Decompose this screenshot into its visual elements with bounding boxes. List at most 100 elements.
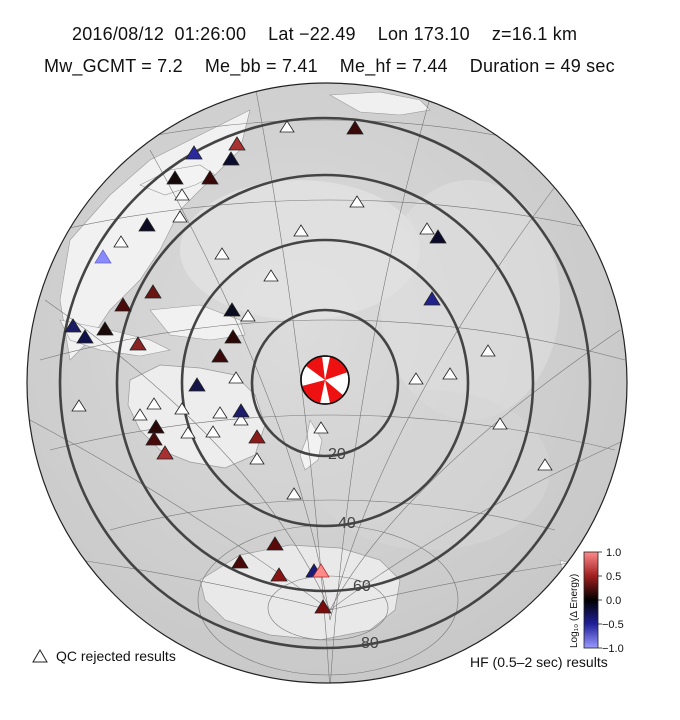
- qc-legend-label: QC rejected results: [56, 648, 176, 664]
- station-triangle: [233, 413, 249, 426]
- parallel-line: [129, 119, 521, 141]
- distance-ring-40: [180, 238, 470, 528]
- triangle-icon: [32, 649, 48, 663]
- me-hf: Me_hf = 7.44: [339, 56, 448, 76]
- meridian-line: [329, 97, 431, 683]
- station-triangle: [180, 426, 196, 439]
- station-triangle: [279, 120, 295, 133]
- station-triangle: [156, 445, 174, 460]
- station-triangle: [138, 217, 156, 232]
- station-triangle: [314, 599, 332, 614]
- event-lon: Lon 173.10: [377, 24, 470, 44]
- north-america-landmass: [328, 91, 431, 116]
- parallel-line: [49, 414, 616, 451]
- colorbar-tick: −1.0: [602, 643, 624, 655]
- station-triangle: [263, 269, 279, 282]
- duration: Duration = 49 sec: [469, 56, 615, 76]
- station-triangle: [231, 554, 249, 569]
- station-triangle: [71, 399, 87, 412]
- station-triangle: [172, 210, 188, 223]
- colorbar-title: Log₁₀ (Δ Energy): [569, 574, 580, 648]
- terrain-patch: [180, 180, 420, 320]
- terrain-patch: [380, 180, 560, 420]
- colorbar-tick: 0.0: [606, 595, 621, 607]
- event-lat: Lat −22.49: [268, 24, 356, 44]
- colorbar-tick: 0.5: [606, 571, 621, 583]
- station-triangle: [147, 419, 165, 434]
- event-datetime: 2016/08/12 01:26:00: [72, 24, 247, 44]
- globe-outline: [26, 82, 628, 684]
- station-triangle: [442, 367, 458, 380]
- station-triangle: [423, 291, 441, 306]
- station-triangle: [222, 151, 240, 166]
- australia-landmass: [127, 364, 266, 469]
- distance-rings: [58, 116, 592, 650]
- station-triangle: [240, 309, 256, 322]
- station-triangle: [64, 318, 82, 333]
- hf-band-note: HF (0.5–2 sec) results: [470, 654, 608, 670]
- station-triangle: [205, 425, 221, 438]
- ring-labels: 20 40 60 80: [328, 446, 379, 652]
- beachball-icon: [300, 355, 350, 405]
- station-triangle: [429, 229, 447, 244]
- meridian-line: [329, 179, 561, 621]
- station-triangle: [228, 371, 244, 384]
- station-triangle: [214, 247, 230, 260]
- meridian-line: [44, 299, 331, 611]
- station-triangle: [266, 536, 284, 551]
- meridian-line: [329, 559, 591, 611]
- station-triangle: [224, 329, 242, 344]
- station-triangle: [146, 397, 162, 410]
- new-guinea-landmass: [149, 304, 246, 341]
- station-triangle: [312, 563, 330, 578]
- colorbar-gradient: [583, 551, 599, 649]
- station-triangle: [228, 136, 246, 151]
- event-header: 2016/08/12 01:26:00 Lat −22.49 Lon 173.10 z…: [0, 0, 680, 90]
- antarctica-landmass: [199, 544, 401, 641]
- station-triangle: [114, 297, 132, 312]
- event-magnitude-line: Mw_GCMT = 7.2 Me_bb = 7.41 Me_hf = 7.44 Dur…: [44, 56, 615, 77]
- colorbar-tick: 1.0: [606, 547, 621, 559]
- station-triangle: [492, 417, 508, 430]
- station-triangle: [349, 195, 365, 208]
- parallel-line: [59, 199, 601, 231]
- station-triangle: [286, 487, 302, 500]
- ring-label-60: 60: [353, 578, 371, 595]
- station-triangle: [249, 452, 265, 465]
- colorbar-tick: −0.5: [602, 619, 624, 631]
- station-triangle: [144, 284, 162, 299]
- event-depth: z=16.1 km: [491, 24, 578, 44]
- station-triangle: [185, 145, 203, 160]
- station-triangle: [270, 567, 288, 582]
- meridian-line: [149, 149, 331, 621]
- station-triangle: [174, 402, 190, 415]
- station-triangle: [76, 329, 94, 344]
- station-triangle: [201, 170, 219, 185]
- stations: [64, 120, 553, 614]
- station-triangle: [313, 421, 329, 434]
- parallel-line: [109, 499, 556, 531]
- meridian-line: [329, 329, 621, 611]
- meridian-line: [79, 559, 331, 611]
- terrain: [59, 91, 611, 641]
- station-triangle: [211, 348, 229, 363]
- station-triangle: [232, 403, 250, 418]
- station-triangle: [174, 188, 190, 201]
- station-triangle: [132, 408, 148, 421]
- ring-label-40: 40: [338, 515, 356, 532]
- distance-ring-80: [58, 116, 592, 650]
- ring-label-80: 80: [361, 635, 379, 652]
- station-triangle: [96, 321, 114, 336]
- distance-ring-20: [250, 308, 400, 458]
- meridian-line: [29, 419, 331, 611]
- event-info-line: 2016/08/12 01:26:00 Lat −22.49 Lon 173.10 z…: [72, 24, 577, 45]
- station-triangle: [419, 222, 435, 235]
- station-triangle: [293, 224, 309, 237]
- station-triangle: [212, 406, 228, 419]
- station-triangle: [408, 372, 424, 385]
- me-bb: Me_bb = 7.41: [204, 56, 318, 76]
- station-triangle: [113, 235, 129, 248]
- station-triangle: [480, 344, 496, 357]
- station-triangle: [537, 458, 553, 471]
